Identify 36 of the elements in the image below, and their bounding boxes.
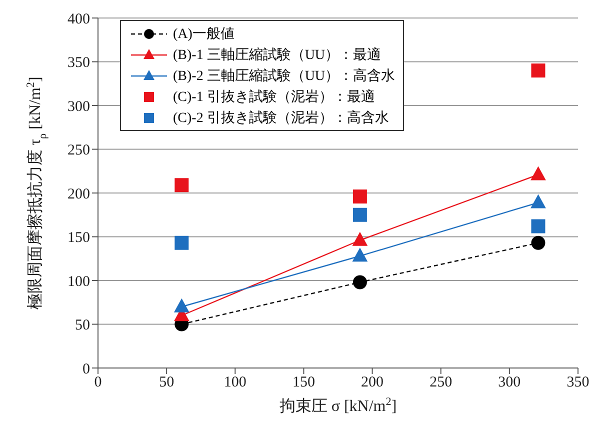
y-tick-label: 150 (68, 230, 90, 246)
point (530, 194, 546, 208)
y-tick-label: 100 (68, 274, 90, 290)
y-tick-label: 350 (68, 55, 90, 72)
x-tick-label: 350 (566, 374, 590, 391)
point (531, 236, 546, 250)
y-tick-label: 300 (68, 98, 90, 115)
x-tick-label: 50 (159, 374, 174, 391)
y-tick-label: 50 (75, 318, 90, 334)
x-tick-label: 150 (292, 374, 315, 391)
y-tick-label: 0 (82, 361, 90, 378)
point (531, 64, 546, 78)
legend-label: (C)-2 引抜き試験（泥岩）：高含水 (173, 109, 389, 126)
legend-label: (C)-1 引抜き試験（泥岩）：最適 (173, 88, 375, 106)
x-tick-label: 300 (498, 374, 521, 391)
point (174, 178, 189, 192)
point (530, 166, 546, 180)
y-tick-label: 400 (68, 11, 90, 28)
point (352, 208, 367, 222)
y-tick-label: 250 (68, 142, 90, 159)
x-axis-title: 拘束圧 σ [kN/m$^{2}$] (279, 396, 397, 415)
point (531, 219, 546, 234)
point (174, 236, 189, 250)
x-tick-label: 200 (361, 374, 384, 391)
point (352, 190, 367, 204)
legend-label: (B)-1 三軸圧縮試験（UU）：最適 (173, 46, 382, 64)
x-tick-label: 0 (94, 374, 102, 391)
legend-label: (A)一般値 (173, 26, 234, 42)
point (352, 275, 367, 290)
point (174, 298, 190, 312)
point (352, 232, 368, 246)
x-tick-label: 250 (430, 374, 452, 391)
point (352, 248, 368, 262)
y-tick-label: 200 (68, 186, 90, 202)
x-tick-label: 100 (224, 374, 246, 391)
legend-label: (B)-2 三軸圧縮試験（UU）：高含水 (173, 67, 396, 84)
